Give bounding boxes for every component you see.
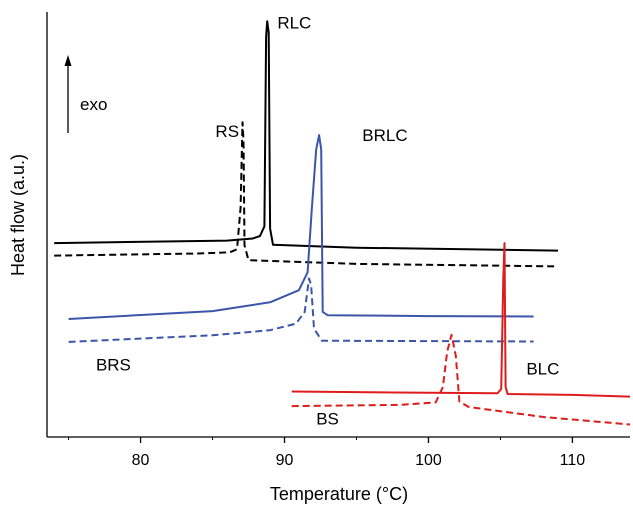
x-tick-label: 100 (415, 452, 442, 469)
series-label-rs: RS (215, 122, 239, 141)
exo-arrow-head-icon (64, 55, 72, 66)
x-ticks: 80 90 100 110 (68, 437, 586, 469)
series-line-bs (291, 333, 631, 426)
series-labels: RLC RS BRLC BRS BLC BS (96, 13, 559, 428)
series-line-rlc (54, 20, 559, 252)
series-line-blc (291, 242, 631, 398)
series-label-bs: BS (316, 409, 339, 428)
x-axis-label: Temperature (°C) (270, 484, 408, 504)
series-line-brs (68, 277, 534, 343)
series-line-rs (54, 121, 559, 268)
series-label-brs: BRS (96, 355, 131, 374)
x-tick-label: 80 (132, 452, 150, 469)
series-label-brlc: BRLC (362, 126, 407, 145)
y-axis-label: Heat flow (a.u.) (8, 154, 28, 276)
exo-indicator: exo (64, 55, 107, 133)
x-tick-label: 90 (276, 452, 294, 469)
series-label-blc: BLC (526, 359, 559, 378)
x-tick-label: 110 (560, 452, 586, 469)
exo-label: exo (80, 95, 107, 114)
series-line-brlc (68, 134, 534, 320)
series-layer (54, 20, 631, 426)
series-label-rlc: RLC (277, 13, 311, 32)
